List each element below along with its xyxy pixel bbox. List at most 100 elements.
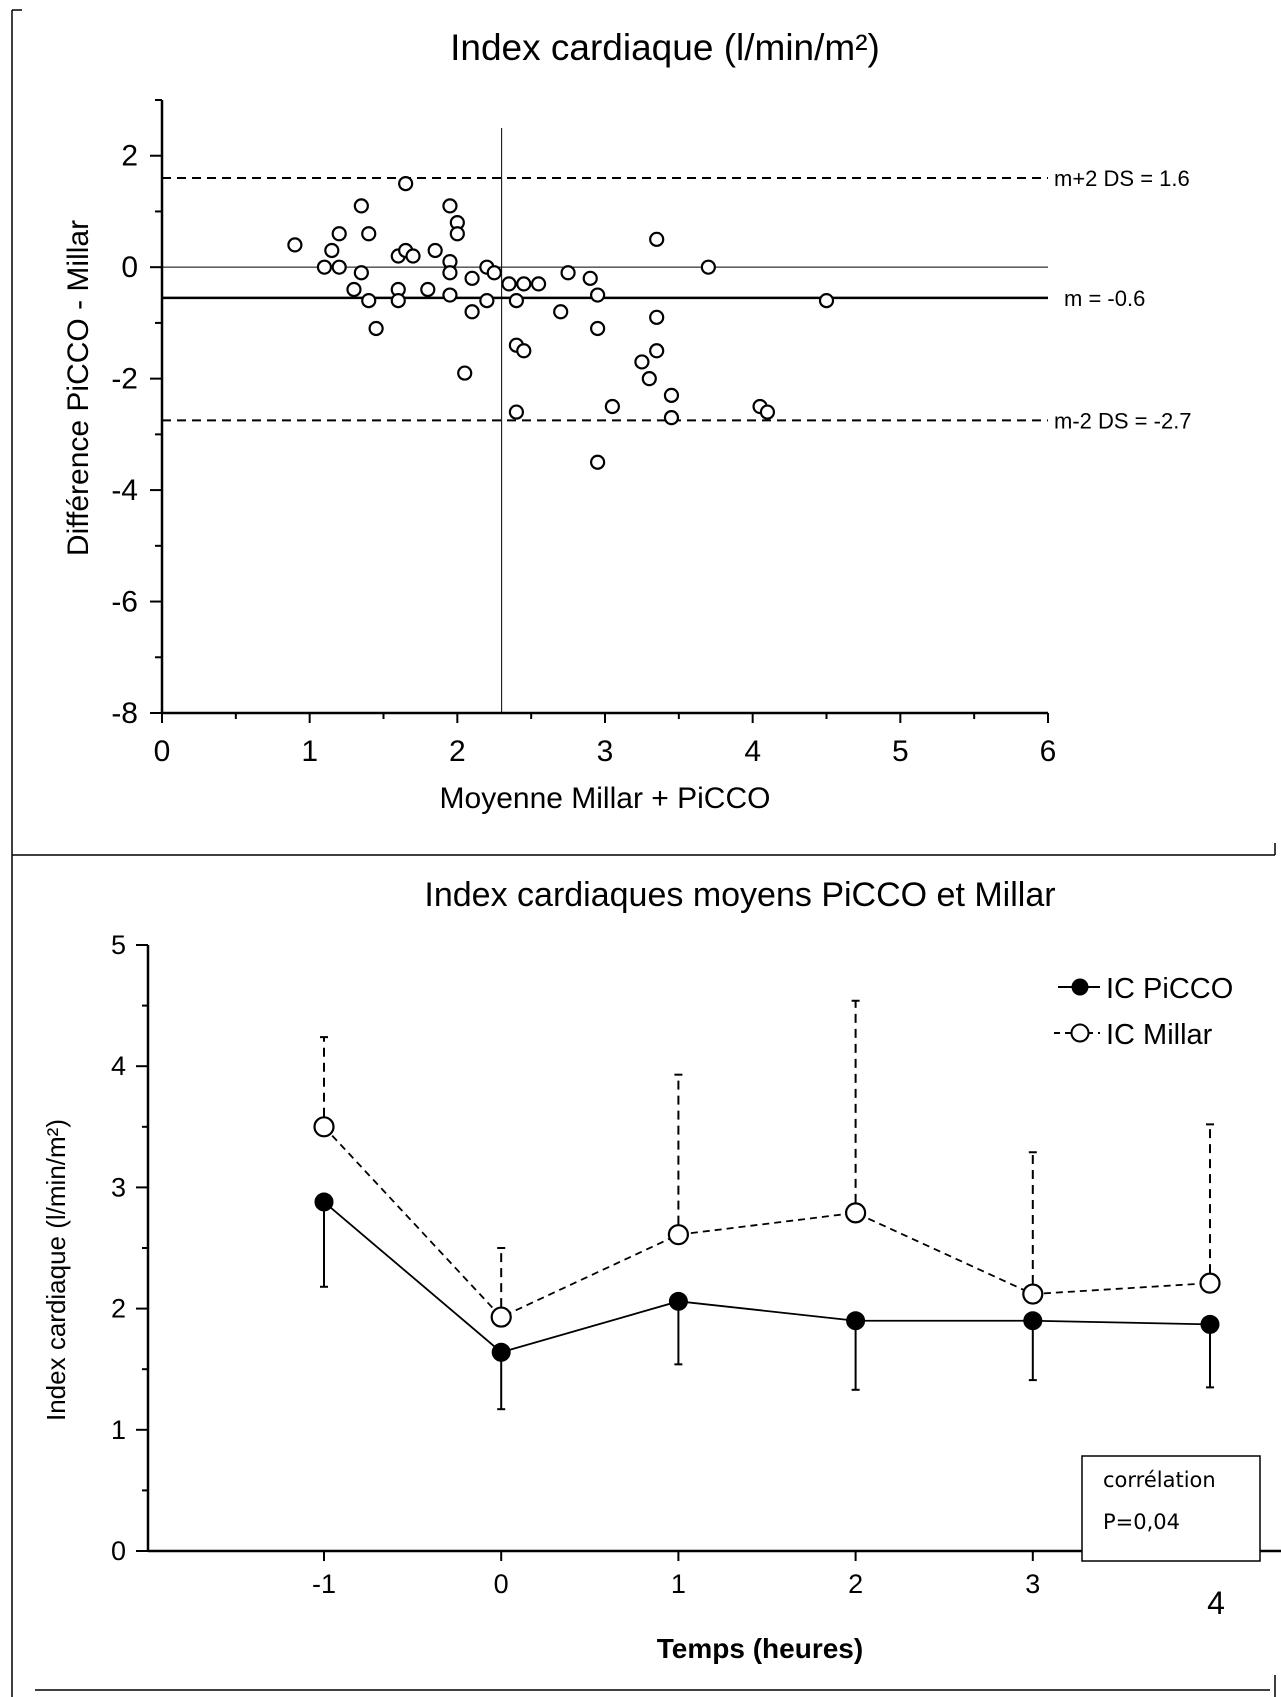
y-tick-label: 0 xyxy=(121,251,138,284)
data-point xyxy=(649,309,665,325)
data-point xyxy=(464,270,480,286)
x-tick-label: 5 xyxy=(892,735,909,768)
bland-altman-chart: Index cardiaque (l/min/m²) Différence Pi… xyxy=(62,27,1192,815)
reference-line-label: m+2 DS = 1.6 xyxy=(1054,166,1190,191)
data-point xyxy=(486,265,502,281)
data-point xyxy=(604,398,620,415)
y-tick-label: 0 xyxy=(111,1536,126,1566)
series-line-millar xyxy=(323,1126,1211,1319)
tick-labels: 0 1 2 3 4 5 -1 0 1 2 3 4 xyxy=(111,930,1225,1621)
p-value-label: P=0,04 xyxy=(1103,1510,1180,1534)
figure-frame xyxy=(11,9,1276,1697)
y-axis-label: Différence PiCCO - Millar xyxy=(62,220,95,556)
data-point xyxy=(464,304,480,320)
marker-picco xyxy=(1200,1314,1220,1334)
axes xyxy=(150,99,1049,723)
x-tick-label: 2 xyxy=(449,735,466,768)
series-line-picco xyxy=(323,1201,1211,1354)
data-point xyxy=(641,371,657,387)
error-bars xyxy=(320,999,1214,1411)
chart-title: Index cardiaque (l/min/m²) xyxy=(450,27,880,68)
data-point xyxy=(316,259,333,275)
data-point xyxy=(442,265,458,281)
marker-picco xyxy=(491,1342,511,1362)
x-tick-label: 0 xyxy=(154,735,171,768)
data-point xyxy=(501,276,517,292)
series-markers xyxy=(313,1116,1221,1362)
y-tick-label: 4 xyxy=(111,1051,126,1081)
x-tick-label: 4 xyxy=(744,735,761,768)
x-axis-label: Moyenne Millar + PiCCO xyxy=(440,782,771,815)
y-axis-label: Index cardiaque (l/min/m²) xyxy=(41,1119,71,1421)
mean-cardiac-index-chart: Index cardiaques moyens PiCCO et Millar … xyxy=(41,876,1281,1664)
data-point xyxy=(590,287,606,303)
y-tick-label: -6 xyxy=(111,586,138,619)
data-point xyxy=(590,454,606,470)
x-tick-label: 3 xyxy=(597,735,614,768)
marker-picco xyxy=(314,1192,334,1212)
legend-marker-millar xyxy=(1070,1023,1090,1043)
data-point xyxy=(582,270,598,286)
x-tick-label: 2 xyxy=(848,1569,863,1599)
y-tick-label: 3 xyxy=(111,1172,126,1202)
correlation-label: corrélation xyxy=(1103,1468,1216,1492)
correlation-box: corrélation P=0,04 xyxy=(1081,1455,1261,1562)
data-point xyxy=(324,242,340,259)
data-point xyxy=(353,198,369,214)
data-point xyxy=(560,265,576,281)
data-point xyxy=(553,304,569,320)
data-point xyxy=(508,404,525,420)
scatter-points xyxy=(287,175,835,470)
data-point xyxy=(649,343,665,359)
data-point xyxy=(590,320,606,337)
tick-labels: 2 0 -2 -4 -6 -8 0 1 2 3 4 5 6 xyxy=(111,140,1056,768)
x-tick-label: 3 xyxy=(1025,1569,1040,1599)
marker-millar xyxy=(844,1202,867,1224)
data-point xyxy=(405,248,421,264)
x-tick-label: 6 xyxy=(1040,735,1057,768)
data-point xyxy=(442,287,458,303)
marker-picco xyxy=(846,1311,866,1331)
y-tick-label: 5 xyxy=(111,930,126,960)
data-point xyxy=(700,259,716,275)
data-point xyxy=(346,281,362,298)
data-point xyxy=(457,365,473,381)
data-point xyxy=(530,276,547,292)
y-tick-label: -2 xyxy=(111,363,138,396)
data-point xyxy=(449,226,465,242)
data-point xyxy=(516,276,532,292)
chart-title: Index cardiaques moyens PiCCO et Millar xyxy=(424,876,1055,914)
marker-millar xyxy=(667,1224,690,1246)
x-tick-label: -1 xyxy=(312,1569,336,1599)
data-point xyxy=(420,281,436,298)
data-point xyxy=(287,237,303,253)
data-point xyxy=(331,259,347,275)
y-tick-label: 1 xyxy=(111,1415,126,1445)
reference-lines: m+2 DS = 1.6 m = -0.6 m-2 DS = -2.7 xyxy=(162,128,1192,713)
data-point xyxy=(353,265,369,281)
data-point xyxy=(361,293,377,309)
legend-label-millar: IC Millar xyxy=(1106,1019,1213,1051)
y-tick-label: 2 xyxy=(111,1294,126,1324)
marker-picco xyxy=(1023,1311,1043,1331)
data-point xyxy=(663,387,680,403)
data-point xyxy=(818,293,835,309)
legend: IC PiCCO IC Millar xyxy=(1054,973,1233,1051)
y-tick-label: 2 xyxy=(121,140,138,173)
y-tick-label: -4 xyxy=(111,474,138,507)
data-point xyxy=(516,343,532,359)
data-point xyxy=(331,226,347,242)
data-point xyxy=(361,226,377,242)
x-tick-label: 4 xyxy=(1207,1585,1225,1621)
reference-line-label: m = -0.6 xyxy=(1064,286,1145,311)
x-axis-label: Temps (heures) xyxy=(657,1633,863,1664)
reference-line-label: m-2 DS = -2.7 xyxy=(1054,408,1192,433)
y-tick-label: -8 xyxy=(111,697,138,730)
data-point xyxy=(398,175,414,192)
data-point xyxy=(427,242,443,259)
data-point xyxy=(390,293,406,309)
marker-millar xyxy=(313,1116,335,1138)
data-point xyxy=(508,293,525,309)
series-lines xyxy=(323,1126,1211,1354)
